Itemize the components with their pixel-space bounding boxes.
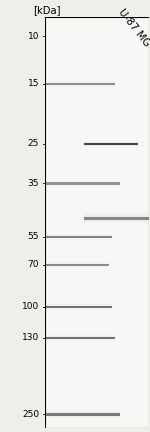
Bar (84, 143, 138, 145)
Bar (84, 217, 148, 219)
Bar (45, 306, 112, 308)
Bar (45, 334, 115, 341)
Bar (45, 233, 112, 240)
Text: 70: 70 (27, 260, 39, 270)
Bar (45, 182, 120, 185)
Text: 250: 250 (22, 410, 39, 419)
Bar (45, 81, 115, 86)
Bar (45, 79, 115, 88)
Bar (45, 412, 120, 416)
Bar (45, 263, 109, 267)
Text: 25: 25 (28, 140, 39, 149)
Text: 55: 55 (27, 232, 39, 241)
Text: 15: 15 (27, 79, 39, 89)
Bar (45, 336, 115, 340)
Bar (45, 179, 120, 188)
Bar (45, 235, 112, 238)
Text: [kDa]: [kDa] (33, 5, 60, 15)
Bar (45, 235, 112, 238)
Text: 130: 130 (22, 333, 39, 342)
Bar (45, 413, 120, 416)
Bar (45, 337, 115, 339)
Bar (84, 213, 148, 223)
Bar (45, 181, 120, 186)
Bar (45, 262, 109, 268)
Text: 10: 10 (27, 32, 39, 41)
Bar (84, 216, 148, 221)
Text: 100: 100 (22, 302, 39, 311)
Text: 35: 35 (27, 179, 39, 188)
Bar (84, 143, 138, 145)
Bar (45, 411, 120, 418)
Bar (45, 304, 112, 310)
Bar (45, 264, 109, 266)
Bar (84, 142, 138, 146)
Bar (45, 305, 112, 308)
Bar (45, 83, 115, 86)
Text: U-87 MG: U-87 MG (116, 7, 150, 48)
